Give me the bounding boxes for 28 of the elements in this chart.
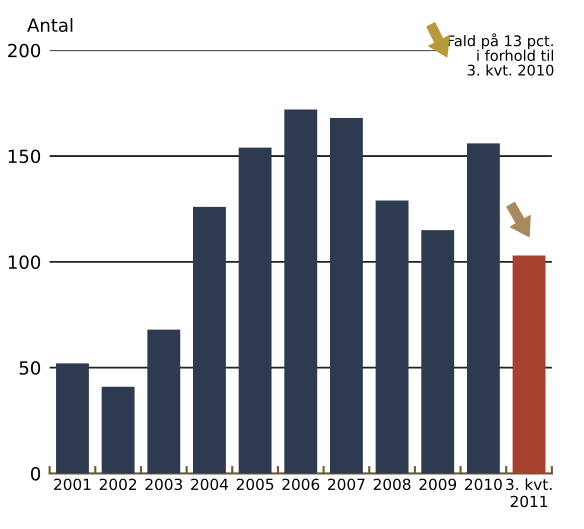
bar (512, 256, 546, 474)
y-axis-title: Antal (27, 18, 72, 32)
bar (284, 110, 318, 474)
x-tick-label: 2010 (465, 478, 502, 490)
y-tick-label: 200 (8, 44, 40, 58)
bar (102, 386, 135, 474)
x-tick-label: 2003 (145, 478, 182, 490)
x-tick-label: 2006 (282, 478, 320, 490)
bar (238, 148, 272, 474)
x-tick-label: 2001 (54, 478, 90, 490)
x-tick-label: 2002 (100, 478, 136, 490)
y-tick-label: 150 (8, 150, 40, 164)
bar (330, 118, 363, 474)
x-tick-label: 2005 (236, 478, 274, 490)
bar (376, 200, 409, 474)
x-tick-label: 2004 (191, 478, 228, 490)
bar (466, 143, 500, 474)
bar (147, 330, 180, 474)
x-tick-label: 3. kvt. 2011 (506, 478, 552, 508)
x-tick-label: 2007 (328, 478, 365, 490)
x-tick-label: 2009 (419, 478, 456, 490)
y-tick-label: 50 (20, 361, 40, 375)
bar (56, 363, 89, 474)
bar (193, 206, 226, 474)
y-tick-label: 100 (8, 255, 40, 269)
y-tick-label: 0 (31, 466, 40, 481)
x-tick-label: 2008 (374, 478, 410, 490)
bar (421, 230, 454, 474)
